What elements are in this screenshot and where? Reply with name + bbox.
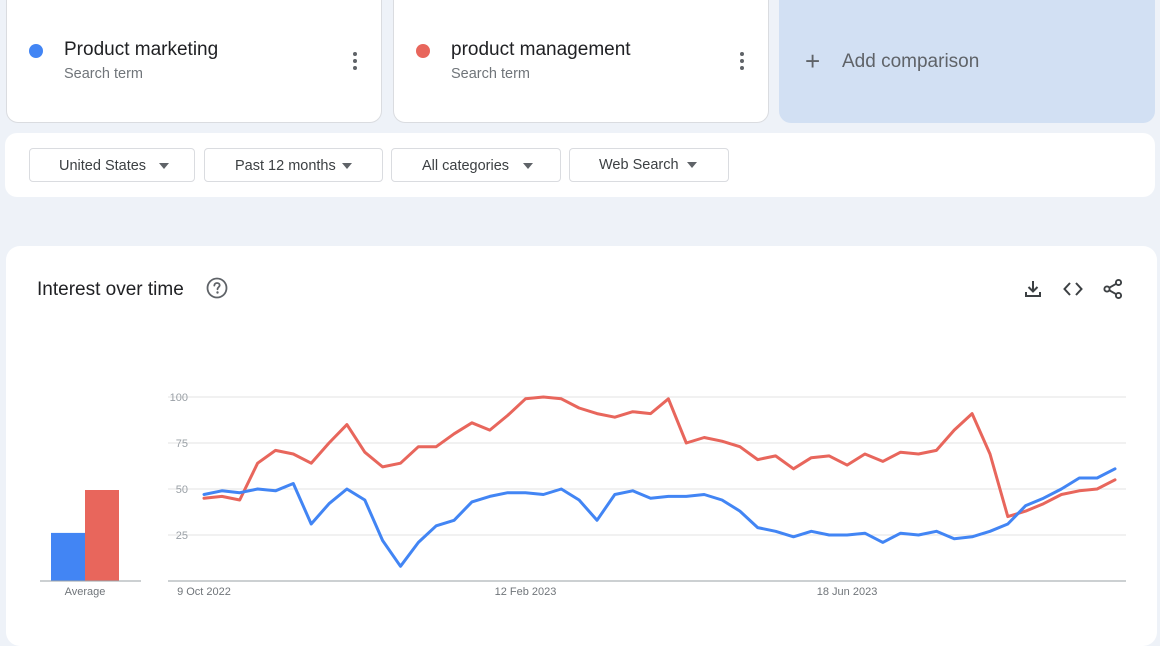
search-term-label: Search term [64, 66, 143, 82]
series-color-dot [416, 44, 430, 58]
chart-gridlines: 25 50 75 100 9 Oct 2022 12 Feb 2023 18 Jun 202… [168, 392, 1126, 598]
add-comparison-label: Add comparison [842, 51, 980, 72]
search-type-dropdown[interactable]: Web Search [569, 148, 729, 182]
search-term-card-2[interactable]: product management Search term [393, 0, 769, 123]
share-icon[interactable] [1102, 278, 1124, 300]
series-line-product-management[interactable] [202, 395, 1117, 519]
category-dropdown[interactable]: All categories [391, 148, 561, 182]
interest-over-time-card: Interest over time [6, 246, 1157, 646]
y-tick-label: 25 [176, 530, 188, 542]
series-line-product-marketing[interactable] [202, 467, 1117, 568]
download-icon[interactable] [1022, 278, 1044, 300]
more-options-icon[interactable] [345, 50, 365, 72]
embed-icon[interactable] [1062, 278, 1084, 300]
region-value: United States [59, 158, 147, 174]
y-tick-label: 50 [176, 484, 188, 496]
chevron-down-icon [159, 163, 169, 169]
search-term-name[interactable]: product management [451, 39, 631, 60]
chevron-down-icon [687, 162, 697, 168]
plus-icon: + [805, 46, 821, 76]
add-comparison-button[interactable]: + Add comparison [779, 0, 1155, 123]
region-dropdown[interactable]: United States [29, 148, 195, 182]
more-options-icon[interactable] [732, 50, 752, 72]
category-value: All categories [422, 158, 510, 174]
chart-title: Interest over time [37, 279, 184, 300]
search-term-name[interactable]: Product marketing [64, 39, 219, 60]
filter-bar: United States Past 12 months All categor… [5, 133, 1155, 197]
help-icon[interactable] [206, 277, 228, 299]
chevron-down-icon [523, 163, 533, 169]
interest-chart: 25 50 75 100 9 Oct 2022 12 Feb 2023 18 Jun 202… [40, 392, 1126, 598]
search-term-label: Search term [451, 66, 530, 82]
x-tick-label: 12 Feb 2023 [495, 586, 557, 598]
search-type-value: Web Search [599, 157, 679, 173]
average-bar-product-management[interactable] [85, 490, 119, 581]
time-range-dropdown[interactable]: Past 12 months [204, 148, 383, 182]
x-tick-label: 9 Oct 2022 [177, 586, 231, 598]
series-color-dot [29, 44, 43, 58]
average-bar-product-marketing[interactable] [51, 532, 85, 581]
x-tick-label: 18 Jun 2023 [817, 586, 878, 598]
chart-series [202, 395, 1117, 568]
y-tick-label: 100 [170, 392, 188, 404]
search-term-card-1[interactable]: Product marketing Search term [6, 0, 382, 123]
time-range-value: Past 12 months [235, 158, 336, 174]
average-label: Average [65, 586, 106, 598]
chevron-down-icon [342, 163, 352, 169]
y-tick-label: 75 [176, 438, 188, 450]
average-bars [40, 490, 141, 582]
